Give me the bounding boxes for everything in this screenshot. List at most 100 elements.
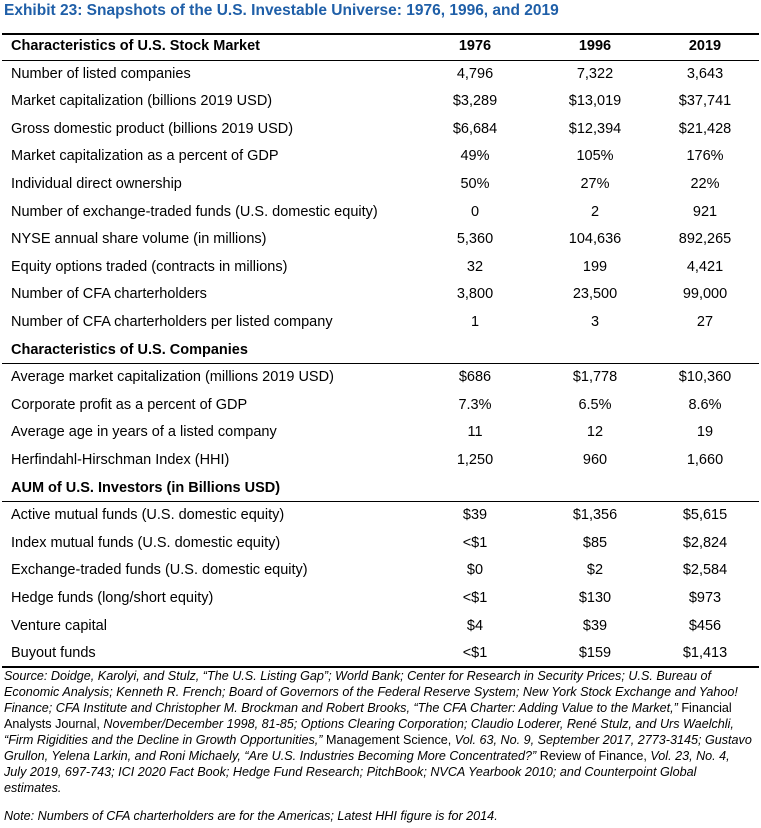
bottom-rule <box>2 666 759 668</box>
row-value: $686 <box>458 369 492 386</box>
row-value: <$1 <box>462 645 488 662</box>
row-value: 1 <box>470 314 480 330</box>
year-header: 1976 <box>458 38 492 54</box>
row-value: 4,421 <box>686 258 724 275</box>
table-row: Number of listed companies 4,796 7,322 3,64… <box>0 61 761 88</box>
row-value: 49% <box>460 148 490 165</box>
section-header: Characteristics of U.S. Stock Market 1976… <box>0 33 761 60</box>
table-row: Gross domestic product (billions 2019 US… <box>0 116 761 143</box>
source-note: Source: Doidge, Karolyi, and Stulz, “The… <box>4 668 754 796</box>
row-value: 3,643 <box>686 65 724 82</box>
table-row: Number of CFA charterholders 3,800 23,500 9… <box>0 281 761 308</box>
row-label: Buyout funds <box>11 645 96 662</box>
row-value: 27 <box>696 314 714 330</box>
row-label: Average age in years of a listed company <box>11 424 277 441</box>
row-value: $10,360 <box>678 369 732 386</box>
row-value: $6,684 <box>452 120 498 137</box>
row-value: $4 <box>466 617 484 634</box>
row-value: 0 <box>470 203 480 220</box>
year-header: 1996 <box>578 38 612 54</box>
top-rule <box>2 33 759 35</box>
source-journal-3: Review of Finance, <box>536 749 647 763</box>
row-value: 50% <box>460 176 490 192</box>
row-value: 199 <box>582 258 608 275</box>
year-header: 2019 <box>688 38 722 54</box>
row-value: $1,413 <box>682 645 728 662</box>
row-label: Equity options traded (contracts in mill… <box>11 258 288 275</box>
row-value: $39 <box>582 617 608 634</box>
row-value: $13,019 <box>568 93 622 110</box>
row-value: $0 <box>466 562 484 579</box>
row-label: Number of CFA charterholders per listed … <box>11 314 333 330</box>
row-label: Market capitalization as a percent of GD… <box>11 148 279 165</box>
table-row: Herfindahl-Hirschman Index (HHI) 1,250 960… <box>0 447 761 474</box>
row-value: 7.3% <box>458 396 492 413</box>
row-value: $2,584 <box>682 562 728 579</box>
row-value: $21,428 <box>678 120 732 137</box>
table-row: Hedge funds (long/short equity) <$1 $130 $9… <box>0 585 761 612</box>
row-value: $85 <box>582 534 608 551</box>
row-label: Number of CFA charterholders <box>11 286 207 303</box>
source-text-2: November/December 1998, 81-85; Options C… <box>4 717 734 747</box>
table-row: Average market capitalization (millions … <box>0 364 761 391</box>
row-value: 12 <box>586 424 604 441</box>
row-value: 8.6% <box>688 396 722 413</box>
table-row: Venture capital $4 $39 $456 <box>0 613 761 640</box>
section-rule <box>2 501 759 503</box>
row-label: Individual direct ownership <box>11 176 182 192</box>
exhibit-title: Exhibit 23: Snapshots of the U.S. Invest… <box>4 2 559 19</box>
row-value: <$1 <box>462 590 488 606</box>
row-label: Corporate profit as a percent of GDP <box>11 396 248 413</box>
section-rule <box>2 363 759 365</box>
row-value: $130 <box>578 590 612 606</box>
table-row: Number of exchange-traded funds (U.S. do… <box>0 199 761 226</box>
table-row: Market capitalization (billions 2019 USD… <box>0 88 761 115</box>
row-value: 5,360 <box>456 231 494 248</box>
row-value: $1,356 <box>572 507 618 524</box>
row-value: $1,778 <box>572 369 618 386</box>
section-heading: Characteristics of U.S. Companies <box>11 341 248 358</box>
row-value: 4,796 <box>456 65 494 82</box>
row-value: 23,500 <box>572 286 618 303</box>
row-value: $2 <box>586 562 604 579</box>
row-value: 892,265 <box>678 231 732 248</box>
row-value: 1,660 <box>686 452 724 468</box>
row-label: Market capitalization (billions 2019 USD… <box>11 93 273 110</box>
row-label: Average market capitalization (millions … <box>11 369 334 386</box>
row-value: $2,824 <box>682 534 728 551</box>
row-value: 921 <box>692 203 718 220</box>
table-row: Corporate profit as a percent of GDP 7.3%… <box>0 392 761 419</box>
source-text-3: Vol. 63, No. 9, September 2017, 2773-314… <box>4 733 752 763</box>
row-label: Exchange-traded funds (U.S. domestic equ… <box>11 562 308 579</box>
row-value: $5,615 <box>682 507 728 524</box>
table-row: Equity options traded (contracts in mill… <box>0 254 761 281</box>
source-journal-2: Management Science, <box>322 733 452 747</box>
row-value: 7,322 <box>576 65 614 82</box>
section-heading: Characteristics of U.S. Stock Market <box>11 38 261 54</box>
table-row: Market capitalization as a percent of GD… <box>0 143 761 170</box>
row-value: 32 <box>466 258 484 275</box>
row-value: 3,800 <box>456 286 494 303</box>
section-header: AUM of U.S. Investors (in Billions USD) <box>0 475 761 502</box>
row-value: 1,250 <box>456 452 494 468</box>
row-value: 2 <box>590 203 600 220</box>
row-value: 19 <box>696 424 714 441</box>
row-value: 176% <box>686 148 724 165</box>
row-value: 105% <box>576 148 614 165</box>
row-label: Venture capital <box>11 617 107 634</box>
row-label: Number of listed companies <box>11 65 191 82</box>
table-row: Active mutual funds (U.S. domestic equit… <box>0 502 761 529</box>
row-value: $159 <box>578 645 612 662</box>
table-row: Individual direct ownership 50% 27% 22% <box>0 171 761 198</box>
section-heading: AUM of U.S. Investors (in Billions USD) <box>11 479 281 496</box>
source-text-4: Vol. 23, No. 4, July 2019, 697-743; ICI … <box>4 749 730 795</box>
row-value: 960 <box>582 452 608 468</box>
row-value: $3,289 <box>452 93 498 110</box>
table-row: Average age in years of a listed company… <box>0 419 761 446</box>
row-label: Index mutual funds (U.S. domestic equity… <box>11 534 281 551</box>
section-header: Characteristics of U.S. Companies <box>0 337 761 364</box>
table-row: Exchange-traded funds (U.S. domestic equ… <box>0 557 761 584</box>
row-value: 22% <box>690 176 720 192</box>
row-label: NYSE annual share volume (in millions) <box>11 231 267 248</box>
